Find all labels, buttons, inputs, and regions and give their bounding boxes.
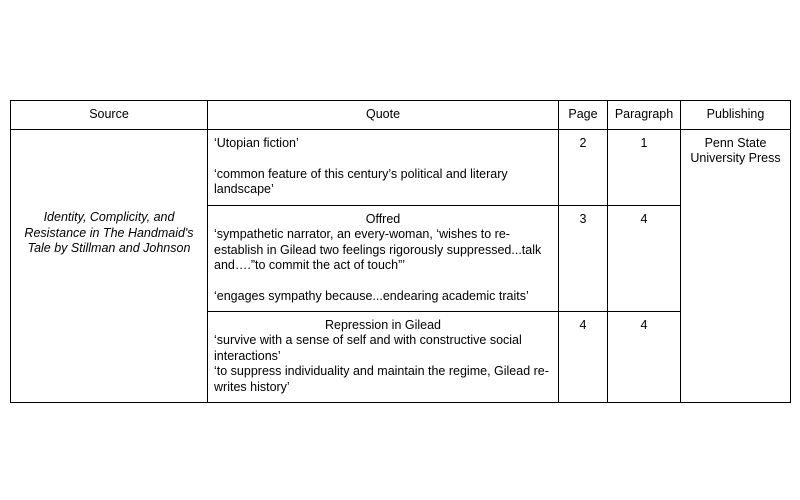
table-row: Offred ‘sympathetic narrator, an every-w… xyxy=(11,204,791,312)
header-row: Source Quote Page Paragraph Publishing xyxy=(10,100,791,130)
quote-heading: Repression in Gilead xyxy=(324,317,442,332)
header-quote: Quote xyxy=(207,100,559,130)
sources-table: Source Quote Page Paragraph Publishing I… xyxy=(10,100,791,403)
paragraph-cell: 4 xyxy=(607,204,681,312)
paragraph-cell: 1 xyxy=(607,128,681,206)
header-page: Page xyxy=(558,100,608,130)
header-paragraph: Paragraph xyxy=(607,100,681,130)
page-cell: 3 xyxy=(558,204,608,312)
page-cell: 4 xyxy=(558,310,608,403)
header-source: Source xyxy=(10,100,208,130)
page-cell: 2 xyxy=(558,128,608,206)
table-row: Repression in Gilead ‘survive with a sens… xyxy=(11,310,791,403)
quote-heading: Offred xyxy=(365,211,401,226)
quote-cell: Repression in Gilead ‘survive with a sens… xyxy=(207,310,559,403)
table-row: Identity, Complicity, and Resistance in … xyxy=(10,128,791,403)
quote-text: ‘sympathetic narrator, an every-woman, ‘… xyxy=(214,227,542,303)
paragraph-cell: 4 xyxy=(607,310,681,403)
quote-cell: Offred ‘sympathetic narrator, an every-w… xyxy=(207,204,559,312)
source-cell: Identity, Complicity, and Resistance in … xyxy=(10,128,208,403)
header-publishing: Publishing xyxy=(680,100,791,130)
publishing-cell: Penn State University Press xyxy=(680,128,791,403)
quote-cell: ‘Utopian fiction’ ‘common feature of thi… xyxy=(207,128,559,206)
quote-text: ‘survive with a sense of self and with c… xyxy=(214,333,549,394)
